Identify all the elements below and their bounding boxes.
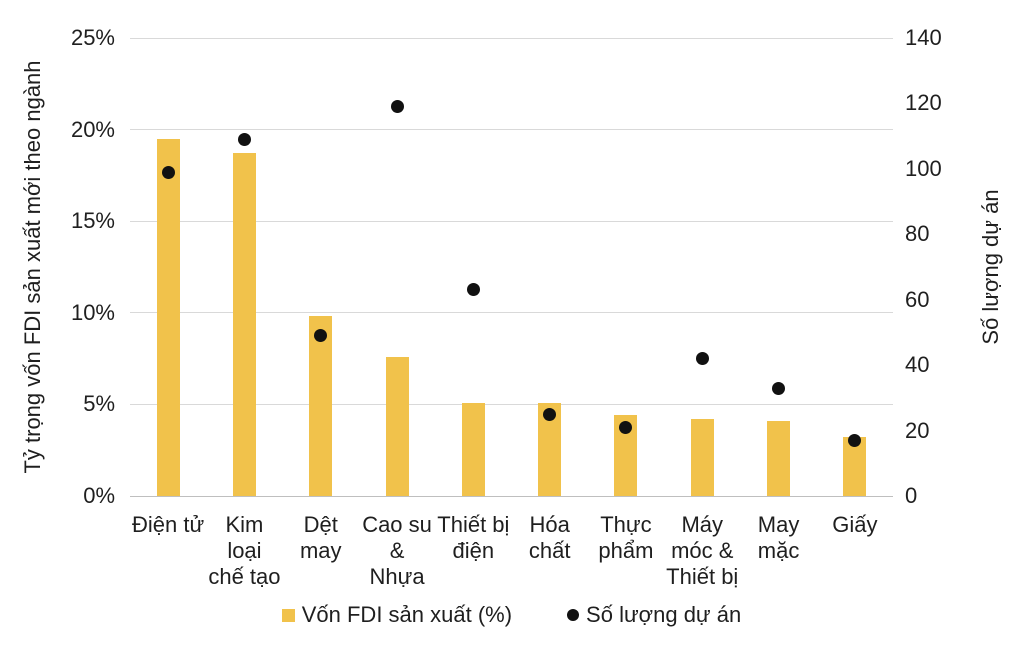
data-point-dot-9 — [848, 433, 862, 447]
bar-7 — [690, 419, 714, 496]
left-axis-tick-label: 20% — [70, 116, 115, 142]
bar-1 — [232, 153, 256, 496]
category-label-5: Hóa chất — [528, 512, 571, 563]
gridline — [130, 37, 893, 39]
data-point-dot-0 — [161, 165, 175, 179]
dot-series-swatch-icon — [567, 609, 580, 621]
right-axis-tick-label: 80 — [905, 221, 930, 247]
left-axis-tick-label: 15% — [70, 208, 115, 234]
data-point-dot-2 — [314, 329, 328, 343]
plot-area — [130, 37, 893, 497]
bar-5 — [538, 402, 562, 496]
gridline — [130, 129, 893, 131]
data-point-dot-8 — [772, 381, 786, 395]
category-label-9: Giấy — [832, 512, 878, 537]
left-axis-tick-label: 0% — [83, 483, 115, 508]
gridline — [130, 495, 893, 497]
category-label-4: Thiết bị điện — [437, 512, 510, 563]
legend-bar-label: Vốn FDI sản xuất (%) — [301, 602, 513, 627]
bar-0 — [156, 138, 180, 496]
bar-series-swatch-icon — [281, 608, 295, 622]
legend-item-dot-series: Số lượng dự án — [567, 602, 741, 628]
category-label-0: Điện tử — [132, 512, 205, 537]
data-point-dot-7 — [695, 352, 709, 366]
gridline — [130, 403, 893, 405]
data-point-dot-5 — [543, 407, 557, 421]
bar-4 — [461, 402, 485, 496]
category-label-7: Máy móc & Thiết bị — [666, 512, 739, 589]
gridline — [130, 312, 893, 314]
gridline — [130, 220, 893, 222]
data-point-dot-3 — [390, 100, 404, 114]
bar-8 — [767, 420, 791, 496]
data-point-dot-4 — [466, 283, 480, 297]
right-axis-tick-label: 120 — [905, 90, 942, 116]
category-label-1: Kim loại chế tạo — [208, 512, 281, 589]
left-axis-tick-label: 5% — [83, 391, 115, 417]
right-axis-tick-label: 100 — [905, 155, 942, 181]
right-axis-tick-label: 20 — [905, 417, 930, 443]
left-axis-tick-label: 25% — [70, 25, 115, 50]
right-axis-title: Số lượng dự án — [978, 189, 1003, 345]
bar-3 — [385, 356, 409, 496]
right-axis-tick-label: 60 — [905, 286, 930, 312]
category-label-6: Thực phẩm — [598, 512, 654, 563]
category-label-3: Cao su & Nhựa — [362, 512, 432, 589]
bar-6 — [614, 415, 638, 496]
legend: Vốn FDI sản xuất (%) Số lượng dự án — [130, 602, 893, 628]
left-axis-tick-label: 10% — [70, 299, 115, 325]
right-axis-tick-label: 40 — [905, 352, 930, 378]
category-label-8: May mặc — [757, 512, 800, 563]
legend-item-bar-series: Vốn FDI sản xuất (%) — [281, 602, 513, 628]
legend-dot-label: Số lượng dự án — [586, 602, 742, 627]
bar-2 — [309, 316, 333, 496]
bar-9 — [843, 437, 867, 496]
right-axis-tick-label: 140 — [905, 25, 942, 50]
category-label-2: Dệt may — [299, 512, 342, 563]
data-point-dot-6 — [619, 420, 633, 434]
right-axis-tick-label: 0 — [905, 483, 918, 508]
data-point-dot-1 — [237, 132, 251, 146]
